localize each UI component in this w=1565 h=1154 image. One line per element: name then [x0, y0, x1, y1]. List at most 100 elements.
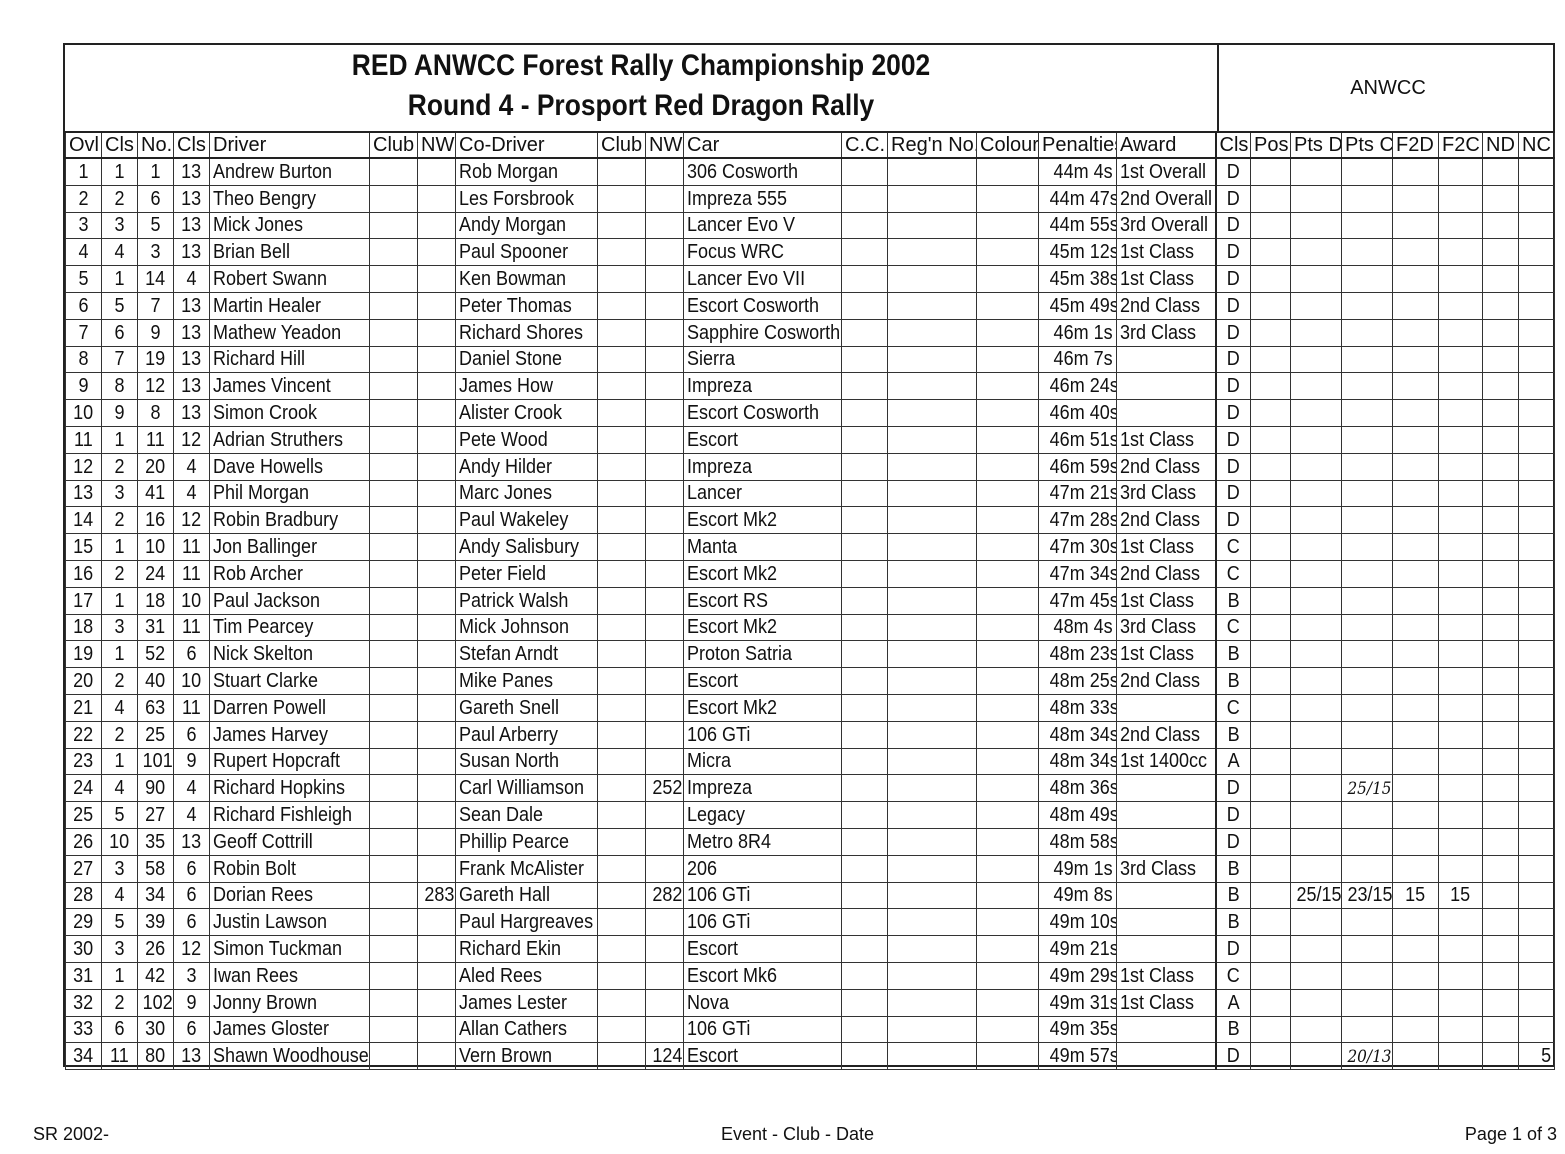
- cell-class: 12: [173, 935, 210, 963]
- cell-co-driver: Paul Arberry: [455, 720, 598, 749]
- cell-ovl: 27: [65, 854, 102, 883]
- cell-nc: [1518, 425, 1555, 454]
- cell-pts-d: [1290, 854, 1342, 883]
- cell-colour: [976, 640, 1039, 669]
- cell-ovl: 18: [65, 613, 102, 642]
- table-row: 13 3 41 4 Phil Morgan Marc Jones Lancer 47m 21s…: [65, 479, 1555, 508]
- cell-f2c: [1438, 827, 1483, 856]
- cell-award: [1116, 801, 1216, 829]
- cell-cls: 2: [101, 988, 138, 1017]
- cell-nc: [1518, 506, 1555, 535]
- col-header-regn: Reg'n No.: [887, 131, 977, 159]
- cell-anwcc-cls: C: [1214, 693, 1251, 722]
- cell-penalties: 47m 28s: [1038, 506, 1117, 535]
- cell-nd: [1482, 774, 1519, 803]
- cell-car: Sierra: [683, 345, 842, 374]
- cell-award: 1st Class: [1116, 533, 1216, 561]
- cell-driver: Theo Bengry: [209, 184, 370, 213]
- cell-colour: [976, 988, 1039, 1017]
- cell-f2c: [1438, 399, 1483, 427]
- cell-club: [369, 157, 418, 186]
- cell-cls: 1: [101, 157, 138, 186]
- cell-cc: [841, 533, 888, 561]
- cell-anwcc-cls: A: [1214, 747, 1251, 776]
- cell-regn: [887, 747, 977, 776]
- cell-penalties: 48m 34s: [1038, 747, 1117, 776]
- cell-co-club: [597, 157, 646, 186]
- cell-anwcc-cls: D: [1214, 157, 1251, 186]
- cell-driver: Phil Morgan: [209, 479, 370, 508]
- cell-club: [369, 506, 418, 535]
- cell-class: 9: [173, 988, 210, 1017]
- cell-no: 9: [137, 318, 174, 347]
- cell-no: 90: [137, 774, 174, 803]
- cell-f2d: [1392, 238, 1439, 267]
- cell-co-club: [597, 291, 646, 320]
- cell-pos: [1250, 184, 1291, 213]
- cell-ovl: 33: [65, 1015, 102, 1044]
- cell-f2c: [1438, 801, 1483, 829]
- table-row: 17 1 18 10 Paul Jackson Patrick Walsh Escort R…: [65, 586, 1555, 615]
- cell-cc: [841, 881, 888, 910]
- cell-f2d: [1392, 988, 1439, 1017]
- cell-co-driver: Ken Bowman: [455, 265, 598, 293]
- cell-nc: [1518, 747, 1555, 776]
- cell-nc: [1518, 640, 1555, 669]
- col-header-ovl: Ovl: [65, 131, 102, 159]
- cell-club: [369, 265, 418, 293]
- cell-penalties: 47m 45s: [1038, 586, 1117, 615]
- cell-f2d: [1392, 935, 1439, 963]
- cell-nc: [1518, 533, 1555, 561]
- cell-co-club: [597, 372, 646, 401]
- cell-anwcc-cls: C: [1214, 613, 1251, 642]
- table-row: 4 4 3 13 Brian Bell Paul Spooner Focus WRC 45m …: [65, 238, 1555, 267]
- cell-pts-d: [1290, 801, 1342, 829]
- cell-cls: 1: [101, 747, 138, 776]
- cell-colour: [976, 238, 1039, 267]
- cell-co-driver: Peter Thomas: [455, 291, 598, 320]
- cell-colour: [976, 559, 1039, 588]
- cell-penalties: 46m 1s: [1038, 318, 1117, 347]
- cell-car: Escort RS: [683, 586, 842, 615]
- cell-co-club: [597, 452, 646, 481]
- cell-award: 3rd Class: [1116, 854, 1216, 883]
- table-row: 7 6 9 13 Mathew Yeadon Richard Shores Sapphire…: [65, 318, 1555, 347]
- cell-driver: Richard Hopkins: [209, 774, 370, 803]
- cell-nc: [1518, 586, 1555, 615]
- cell-cc: [841, 747, 888, 776]
- cell-f2c: [1438, 667, 1483, 695]
- cell-nd: [1482, 211, 1519, 240]
- cell-co-nw: [645, 640, 684, 669]
- cell-f2d: [1392, 506, 1439, 535]
- cell-penalties: 48m 58s: [1038, 827, 1117, 856]
- cell-pts-d: [1290, 640, 1342, 669]
- cell-cc: [841, 640, 888, 669]
- cell-co-club: [597, 881, 646, 910]
- cell-pts-d: [1290, 345, 1342, 374]
- cell-pts-c: [1341, 961, 1393, 990]
- cell-f2d: [1392, 801, 1439, 829]
- cell-nw: [417, 908, 456, 937]
- cell-f2d: [1392, 184, 1439, 213]
- cell-f2c: [1438, 184, 1483, 213]
- cell-ovl: 25: [65, 801, 102, 829]
- cell-class: 12: [173, 425, 210, 454]
- cell-nw: [417, 613, 456, 642]
- cell-nw: [417, 184, 456, 213]
- cell-pos: [1250, 399, 1291, 427]
- col-header-cls: Cls: [101, 131, 138, 159]
- cell-ovl: 5: [65, 265, 102, 293]
- cell-award: [1116, 399, 1216, 427]
- cell-car: Lancer Evo VII: [683, 265, 842, 293]
- cell-co-club: [597, 586, 646, 615]
- cell-regn: [887, 425, 977, 454]
- cell-nd: [1482, 425, 1519, 454]
- cell-anwcc-cls: B: [1214, 667, 1251, 695]
- cell-anwcc-cls: D: [1214, 291, 1251, 320]
- cell-colour: [976, 533, 1039, 561]
- cell-anwcc-cls: B: [1214, 720, 1251, 749]
- cell-co-club: [597, 1042, 646, 1071]
- cell-co-driver: James Lester: [455, 988, 598, 1017]
- cell-nc: 5: [1518, 1042, 1555, 1071]
- cell-award: 1st 1400cc: [1116, 747, 1216, 776]
